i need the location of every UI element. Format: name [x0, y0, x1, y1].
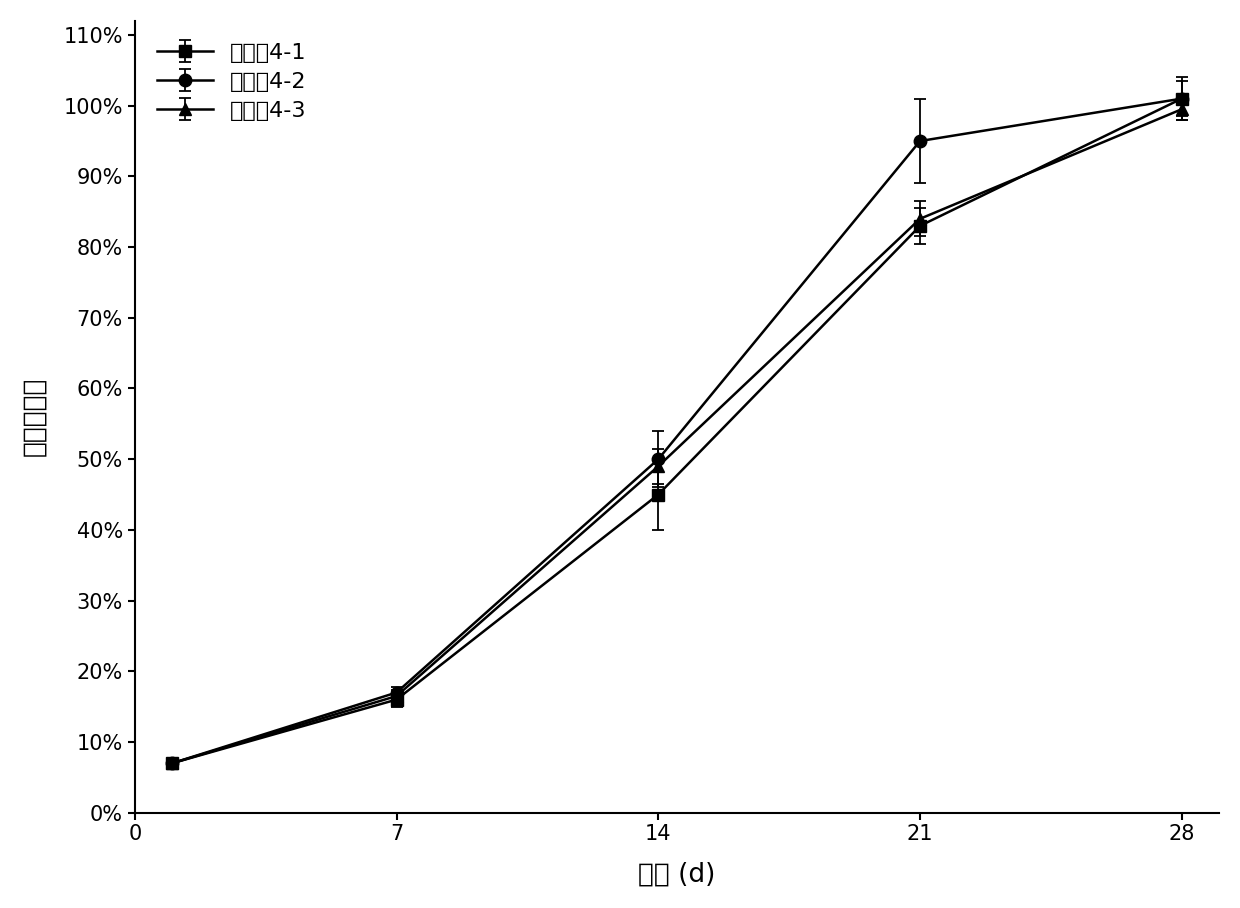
X-axis label: 时间 (d): 时间 (d): [639, 861, 715, 887]
Legend: 实施例4-1, 实施例4-2, 实施例4-3: 实施例4-1, 实施例4-2, 实施例4-3: [146, 32, 317, 132]
Y-axis label: 累计释放率: 累计释放率: [21, 377, 47, 457]
